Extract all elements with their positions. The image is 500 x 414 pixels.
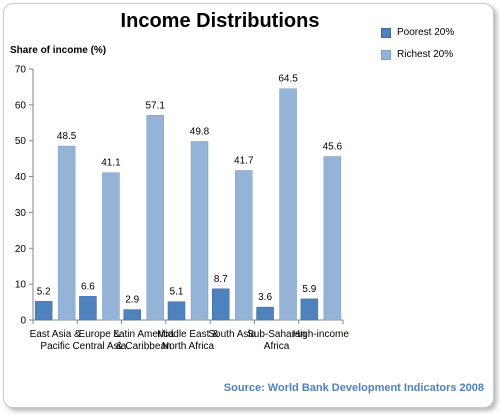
- bar-richest: [323, 156, 342, 321]
- bar-poorest: [212, 288, 230, 321]
- data-label: 64.5: [278, 74, 298, 85]
- data-label: 41.1: [101, 158, 121, 169]
- y-axis-label: Share of income (%): [10, 45, 107, 56]
- data-label: 6.6: [81, 281, 95, 292]
- y-tick-label: 60: [15, 100, 27, 111]
- data-label: 57.1: [145, 100, 165, 111]
- bar-poorest: [256, 306, 274, 321]
- data-label: 3.6: [258, 292, 272, 303]
- bar-richest: [57, 145, 76, 321]
- y-tick-label: 10: [15, 280, 27, 291]
- bar-poorest: [79, 296, 97, 321]
- data-label: 41.7: [234, 155, 254, 166]
- chart-title: Income Distributions: [120, 10, 320, 32]
- data-label: 48.5: [57, 131, 77, 142]
- x-tick-label: High-income: [292, 329, 349, 340]
- y-tick-label: 70: [15, 65, 27, 76]
- bar-poorest: [34, 301, 53, 321]
- legend-label-poorest: Poorest 20%: [397, 27, 455, 38]
- y-tick-label: 50: [15, 136, 27, 147]
- legend-item-poorest: Poorest 20%: [381, 26, 454, 39]
- x-tick-label: Sub-Saharan Africa: [247, 329, 307, 352]
- source-note: Source: World Bank Development Indicator…: [223, 382, 484, 394]
- data-label: 45.6: [323, 141, 343, 152]
- data-label: 5.2: [37, 286, 51, 297]
- x-tick-label: South Asia: [208, 329, 257, 340]
- bar-poorest: [123, 309, 141, 321]
- data-label: 5.9: [302, 284, 316, 295]
- data-label: 2.9: [125, 295, 139, 306]
- bar-richest: [235, 170, 253, 321]
- bar-richest: [102, 172, 120, 321]
- bar-poorest: [300, 298, 319, 321]
- legend: Poorest 20% Richest 20%: [381, 26, 454, 70]
- bar-richest: [146, 115, 164, 321]
- x-tick-label: East Asia & Pacific: [29, 329, 81, 352]
- data-label: 5.1: [170, 287, 184, 298]
- x-tick-label: Europe & Central Asia: [72, 329, 127, 352]
- legend-swatch-poorest: [381, 27, 391, 38]
- bar-richest: [279, 88, 297, 321]
- y-tick-label: 40: [15, 172, 27, 183]
- data-label: 8.7: [214, 274, 228, 285]
- legend-label-richest: Richest 20%: [397, 49, 454, 60]
- legend-swatch-richest: [381, 49, 391, 60]
- bar-poorest: [167, 301, 186, 321]
- data-label: 49.8: [190, 126, 210, 137]
- legend-item-richest: Richest 20%: [381, 48, 454, 61]
- x-tick-label: Latin America & Caribbean: [113, 329, 174, 352]
- y-tick-label: 20: [15, 244, 27, 255]
- bar-richest: [190, 141, 209, 321]
- y-tick-label: 30: [15, 208, 27, 219]
- y-tick-label: 0: [20, 316, 26, 327]
- x-tick-label: Middle East & North Africa: [157, 329, 219, 352]
